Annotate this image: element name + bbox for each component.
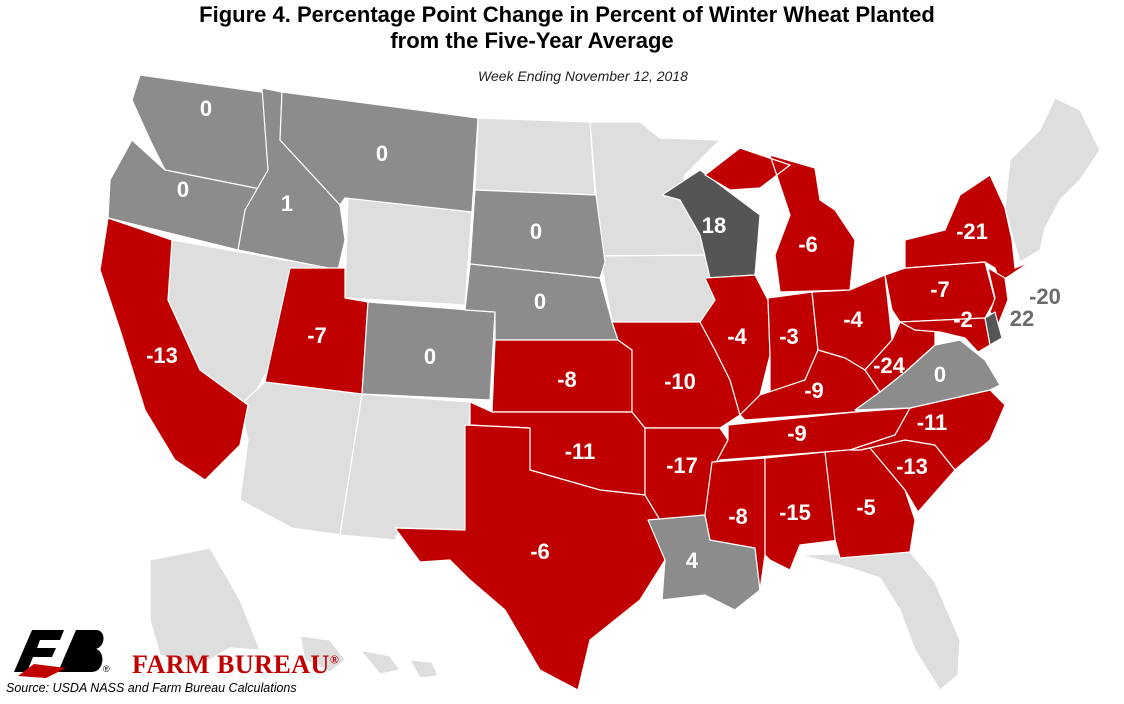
state-nd bbox=[474, 117, 596, 196]
state-tx bbox=[394, 424, 666, 691]
value-label-oh: -4 bbox=[843, 307, 863, 332]
value-label-tx: -6 bbox=[530, 539, 550, 564]
brand-text: FARM BUREAU bbox=[132, 650, 330, 679]
state-mi bbox=[704, 147, 856, 293]
value-label-sc: -13 bbox=[896, 454, 928, 479]
value-labels: 0 0 1 0 -13 -7 0 0 0 -8 -11 -6 -10 -17 4 18 -4 -6 -3 -4 -9 -9… bbox=[146, 96, 1061, 573]
value-label-il: -4 bbox=[727, 324, 747, 349]
value-label-la: 4 bbox=[686, 548, 699, 573]
title-line-2: from the Five-Year Average bbox=[390, 28, 674, 53]
brand-registered-mark: ® bbox=[329, 652, 340, 667]
state-hi-2 bbox=[359, 649, 401, 675]
value-label-va: 0 bbox=[934, 362, 946, 387]
value-label-ut: -7 bbox=[307, 323, 327, 348]
title-line-1: Figure 4. Percentage Point Change in Per… bbox=[199, 2, 935, 27]
data-states bbox=[99, 74, 1031, 691]
value-label-wi: 18 bbox=[702, 213, 726, 238]
value-label-id: 1 bbox=[281, 191, 293, 216]
state-ia bbox=[599, 254, 716, 323]
value-label-ms: -8 bbox=[728, 504, 748, 529]
state-co bbox=[361, 301, 496, 401]
value-label-wa: 0 bbox=[200, 96, 212, 121]
state-ca bbox=[99, 217, 249, 481]
value-label-wv: -24 bbox=[873, 353, 906, 378]
value-label-tn: -9 bbox=[787, 421, 807, 446]
state-mt bbox=[279, 91, 479, 213]
state-ne-states bbox=[1004, 97, 1101, 263]
value-label-ne: 0 bbox=[534, 289, 546, 314]
value-label-pa: -7 bbox=[930, 277, 950, 302]
farm-bureau-logo-mark bbox=[6, 624, 106, 685]
value-label-sd: 0 bbox=[530, 219, 542, 244]
subtitle: Week Ending November 12, 2018 bbox=[478, 68, 688, 84]
logo-registered-mark: ® bbox=[103, 664, 110, 674]
value-label-in: -3 bbox=[779, 324, 799, 349]
value-label-ga: -5 bbox=[856, 495, 876, 520]
state-fl bbox=[799, 551, 961, 691]
value-label-ca: -13 bbox=[146, 343, 178, 368]
state-nc bbox=[849, 389, 1006, 471]
state-wy bbox=[344, 197, 473, 306]
value-label-co: 0 bbox=[424, 344, 436, 369]
state-hi-3 bbox=[409, 659, 439, 679]
value-label-ky: -9 bbox=[804, 378, 824, 403]
value-label-al: -15 bbox=[779, 500, 811, 525]
value-label-nj: -20 bbox=[1029, 284, 1061, 309]
state-sd bbox=[469, 189, 606, 279]
value-label-de: 22 bbox=[1010, 306, 1034, 331]
state-de bbox=[984, 311, 1003, 346]
value-label-mi: -6 bbox=[798, 232, 818, 257]
value-label-md: -2 bbox=[953, 307, 973, 332]
farm-bureau-brand: FARM BUREAU® bbox=[132, 650, 339, 680]
state-nm bbox=[339, 393, 471, 541]
value-label-ks: -8 bbox=[557, 367, 577, 392]
source-note: Source: USDA NASS and Farm Bureau Calcul… bbox=[6, 681, 297, 695]
value-label-nc: -11 bbox=[917, 410, 948, 435]
value-label-ny: -21 bbox=[956, 219, 988, 244]
value-label-or: 0 bbox=[177, 177, 189, 202]
value-label-ok: -11 bbox=[565, 439, 596, 464]
state-hi bbox=[299, 635, 346, 673]
state-ny bbox=[904, 174, 1031, 283]
value-label-ar: -17 bbox=[666, 453, 698, 478]
value-label-mt: 0 bbox=[376, 141, 388, 166]
state-ak bbox=[149, 547, 261, 666]
chart-title: Figure 4. Percentage Point Change in Per… bbox=[0, 2, 1124, 54]
value-label-mo: -10 bbox=[664, 369, 696, 394]
